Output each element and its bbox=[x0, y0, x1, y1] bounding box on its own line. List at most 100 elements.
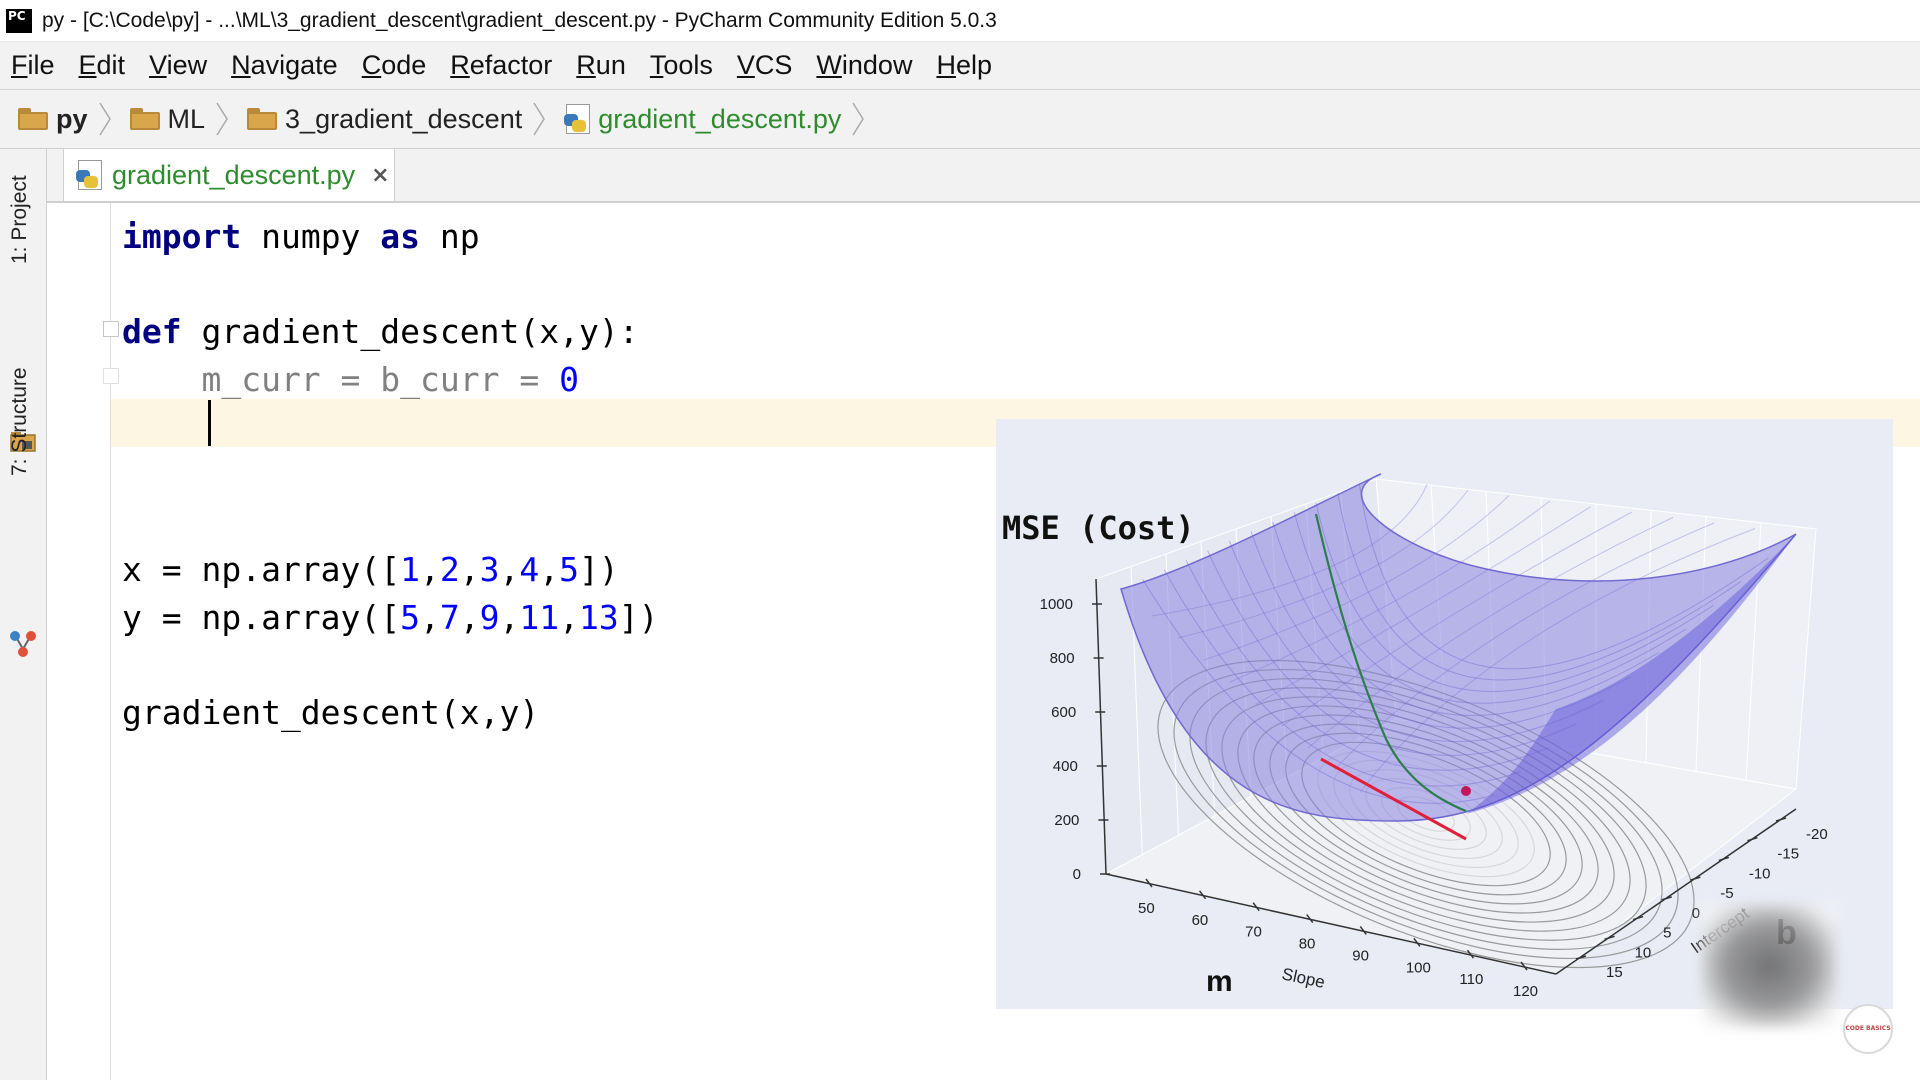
menu-bar: File Edit View Navigate Code Refactor Run Tools… bbox=[0, 42, 1920, 90]
y-tick-label: 15 bbox=[1606, 964, 1623, 981]
y-tick-label: 10 bbox=[1635, 944, 1652, 961]
code-token: 5 bbox=[400, 597, 421, 637]
module-folder-icon bbox=[129, 108, 160, 130]
y-axis-line bbox=[1555, 808, 1797, 975]
mesh-line bbox=[1333, 522, 1715, 771]
project-folder-icon[interactable] bbox=[10, 430, 36, 452]
z-axis-ticks: 0 200 400 600 800 1000 bbox=[1040, 596, 1110, 883]
code-line[interactable]: def gradient_descent(x,y): bbox=[122, 308, 659, 356]
code-token: as bbox=[380, 217, 421, 256]
menu-refactor[interactable]: Refactor bbox=[450, 50, 553, 80]
editor-tab-gradient-descent[interactable]: gradient_descent.py × bbox=[63, 149, 395, 201]
editor-gutter[interactable] bbox=[47, 203, 111, 1080]
project-tool-tab[interactable]: 1: Project bbox=[8, 175, 31, 264]
y-tick-mark bbox=[1661, 896, 1672, 901]
code-line[interactable] bbox=[122, 499, 659, 547]
mesh-line bbox=[1255, 506, 1592, 705]
y-tick-label: 5 bbox=[1663, 925, 1671, 942]
x-tick-label: 110 bbox=[1459, 971, 1483, 988]
code-text[interactable]: import numpy as np def gradient_descent(… bbox=[122, 213, 659, 737]
code-token: 0 bbox=[559, 359, 579, 399]
code-token: , bbox=[559, 597, 580, 637]
mesh-line bbox=[1207, 550, 1577, 756]
menu-tools[interactable]: Tools bbox=[649, 50, 713, 80]
x-tick-mark bbox=[1306, 914, 1314, 924]
menu-help[interactable]: Help bbox=[936, 50, 992, 80]
code-line[interactable]: import numpy as np bbox=[122, 213, 659, 261]
code-token: y = np.array([ bbox=[122, 597, 401, 637]
python-file-icon bbox=[76, 160, 102, 190]
breadcrumb-1[interactable]: ML bbox=[112, 90, 216, 148]
mesh-line bbox=[1203, 495, 1510, 661]
x-tick-label: 90 bbox=[1352, 947, 1369, 964]
z-tick-label: 200 bbox=[1054, 812, 1079, 829]
mesh-line bbox=[1293, 512, 1687, 704]
structure-icon[interactable] bbox=[8, 629, 38, 659]
python-file-icon bbox=[564, 104, 591, 134]
navigation-bar: py ML 3_gradient_descent gradient_descent.p… bbox=[0, 90, 1920, 149]
breadcrumb-2[interactable]: 3_gradient_descent bbox=[229, 90, 532, 148]
menu-navigate[interactable]: Navigate bbox=[231, 50, 338, 80]
z-tick-label: 1000 bbox=[1040, 596, 1073, 613]
breadcrumb-label: ML bbox=[167, 103, 206, 134]
gridline bbox=[1695, 516, 1707, 772]
code-token: 9 bbox=[479, 597, 500, 637]
code-line[interactable] bbox=[122, 451, 659, 499]
x-tick-label: 60 bbox=[1192, 912, 1209, 929]
menu-edit[interactable]: Edit bbox=[78, 50, 126, 80]
tab-label: gradient_descent.py bbox=[112, 159, 356, 190]
code-line[interactable] bbox=[122, 403, 659, 451]
code-line[interactable]: x = np.array([1,2,3,4,5]) bbox=[122, 546, 659, 594]
x-tick-label: 50 bbox=[1138, 900, 1155, 917]
descent-path-line bbox=[1314, 513, 1467, 813]
menu-code[interactable]: Code bbox=[361, 50, 427, 80]
menu-vcs[interactable]: VCS bbox=[736, 50, 793, 80]
code-token: 4 bbox=[519, 550, 540, 590]
fold-end-marker-icon[interactable] bbox=[103, 368, 119, 384]
minimum-point bbox=[1461, 786, 1471, 796]
code-token: def bbox=[122, 312, 182, 352]
breadcrumb-3[interactable]: gradient_descent.py bbox=[546, 90, 851, 148]
code-token: , bbox=[539, 550, 560, 590]
code-token: 1 bbox=[400, 550, 421, 590]
x-tick-mark bbox=[1413, 937, 1421, 947]
code-line[interactable]: gradient_descent(x,y) bbox=[122, 689, 659, 737]
x-tick-mark bbox=[1466, 949, 1475, 959]
z-tick-label: 400 bbox=[1053, 758, 1078, 775]
window-title: py - [C:\Code\py] - ...\ML\3_gradient_de… bbox=[42, 8, 997, 32]
code-editor[interactable]: import numpy as np def gradient_descent(… bbox=[47, 203, 1920, 1080]
menu-file[interactable]: File bbox=[11, 50, 55, 80]
y-tick-mark bbox=[1747, 836, 1758, 842]
folder-icon bbox=[18, 108, 48, 130]
code-line[interactable] bbox=[122, 641, 659, 689]
menu-window[interactable]: Window bbox=[816, 50, 913, 80]
cost-surface bbox=[1120, 473, 1797, 822]
x-tick-label: 70 bbox=[1245, 924, 1262, 941]
breadcrumb-label: 3_gradient_descent bbox=[285, 103, 523, 134]
menu-run[interactable]: Run bbox=[576, 50, 626, 80]
y-tick-mark bbox=[1775, 817, 1787, 822]
structure-tool-tab[interactable]: 7: Structure bbox=[8, 367, 31, 476]
mesh-line bbox=[1272, 521, 1659, 716]
y-tick-label: -10 bbox=[1749, 865, 1771, 882]
menu-view[interactable]: View bbox=[149, 50, 208, 80]
y-tick-mark bbox=[1575, 955, 1587, 960]
code-line[interactable]: m_curr = b_curr = 0 bbox=[122, 356, 659, 404]
z-axis-line bbox=[1095, 578, 1107, 875]
code-token: 3 bbox=[479, 550, 500, 590]
breadcrumb-label: py bbox=[56, 103, 88, 134]
y-axis-ticks: 15 10 5 0 -5 -10 -15 -20 bbox=[1575, 817, 1828, 981]
x-tick-label: 120 bbox=[1513, 983, 1538, 1000]
code-line[interactable]: y = np.array([5,7,9,11,13]) bbox=[122, 594, 659, 642]
x-axis-ticks: 50 60 70 80 90 100 110 120 bbox=[1138, 878, 1538, 1000]
code-token: , bbox=[420, 550, 440, 590]
close-tab-icon[interactable]: × bbox=[371, 162, 390, 188]
fold-marker-icon[interactable] bbox=[103, 321, 119, 337]
breadcrumb-0[interactable]: py bbox=[0, 90, 98, 148]
editor-tab-bar: gradient_descent.py × bbox=[47, 149, 1920, 203]
folder-icon bbox=[247, 108, 278, 130]
code-line[interactable] bbox=[122, 261, 659, 309]
y-tick-mark bbox=[1690, 876, 1701, 881]
mesh-line bbox=[1358, 483, 1769, 670]
